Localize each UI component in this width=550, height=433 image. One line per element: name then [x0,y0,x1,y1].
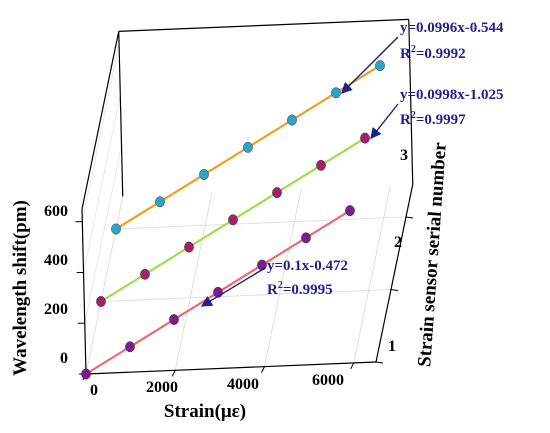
r2-value: =0.9997 [416,112,466,128]
fit-annotations: y=0.0996x-0.544 R2=0.9992 y=0.0998x-1.02… [267,20,504,298]
y-tick-label: 3 [400,147,408,164]
data-point [199,169,209,180]
annotation-arrow [370,103,399,140]
data-point [155,196,165,208]
x-tick-mark [350,362,355,370]
r2-exponent: 2 [411,44,416,55]
z-tick-label: 600 [44,203,68,220]
z-tick-label: 200 [44,301,68,318]
data-point [331,87,341,99]
floor-grid-line [174,192,213,371]
z-axis-tick-labels: 0 200 400 600 [44,203,68,367]
data-point [81,368,91,380]
x-tick-label: 2000 [146,379,178,396]
fit-r2-1: R2=0.9995 [267,280,333,298]
annotation-arrow [200,267,266,307]
r2-prefix: R [267,282,278,298]
r2-value: =0.9995 [283,282,333,298]
data-point [316,159,326,171]
data-point [140,268,150,280]
data-point [169,314,179,325]
data-point [184,241,194,253]
fit-r2-2: R2=0.9997 [400,110,466,128]
z-axis-line [81,208,87,375]
r2-value: =0.9992 [416,46,466,62]
wall-grid-line [83,94,121,273]
y-tick-label: 2 [394,234,402,251]
x-tick-label: 0 [90,382,98,399]
z-tick-label: 400 [44,252,68,269]
data-point [111,223,121,235]
data-point [257,259,267,271]
frame-edge [81,31,120,210]
fit-equation-2: y=0.0998x-1.025 [400,87,504,103]
y-tick-label: 1 [388,338,396,355]
x-axis-title: Strain(με) [164,401,246,422]
x-axis-tick-labels: 0 2000 4000 6000 [90,372,344,399]
data-point [96,296,106,307]
data-point [360,132,370,144]
floor-grid-line [85,196,124,375]
data-point [345,205,355,217]
wall-grid-line [84,145,122,324]
data-point [243,141,253,153]
x-tick-mark [171,370,176,377]
r2-prefix: R [400,46,411,62]
z-axis-title: Wavelength shift(pm) [10,200,31,376]
data-point [228,214,238,226]
r2-exponent: 2 [411,110,416,121]
frame-edge [408,19,414,185]
frame-edge [118,31,124,197]
x-tick-mark [261,366,265,373]
floor-grid-line [264,188,302,367]
wall-grid-line [81,43,120,222]
x-tick-label: 6000 [312,372,344,389]
y-tick-mark [390,289,399,291]
x-axis-line [85,361,377,375]
floor-grid-line [353,185,391,364]
z-tick-label: 0 [60,350,68,367]
y-axis-tick-labels: 1 2 3 [388,147,408,355]
x-tick-label: 4000 [227,376,259,393]
r2-prefix: R [400,112,411,128]
data-point [375,60,385,72]
r2-exponent: 2 [278,280,283,291]
floor-grid-line [100,289,392,302]
y-axis-line [375,184,414,363]
y-axis-title: Strain sensor serial number [414,141,451,367]
fit-equation-1: y=0.1x-0.472 [267,258,348,274]
annotation-arrow [341,36,399,94]
floor-grid-line [115,216,407,230]
data-point [301,232,311,244]
frame-edge [118,18,409,32]
y-tick-mark [375,361,384,364]
data-point [287,114,297,126]
fit-equation-3: y=0.0996x-0.544 [400,20,504,36]
data-point [125,341,135,353]
fit-r2-3: R2=0.9992 [400,44,466,62]
y-tick-mark [405,216,414,219]
data-point [272,187,282,199]
